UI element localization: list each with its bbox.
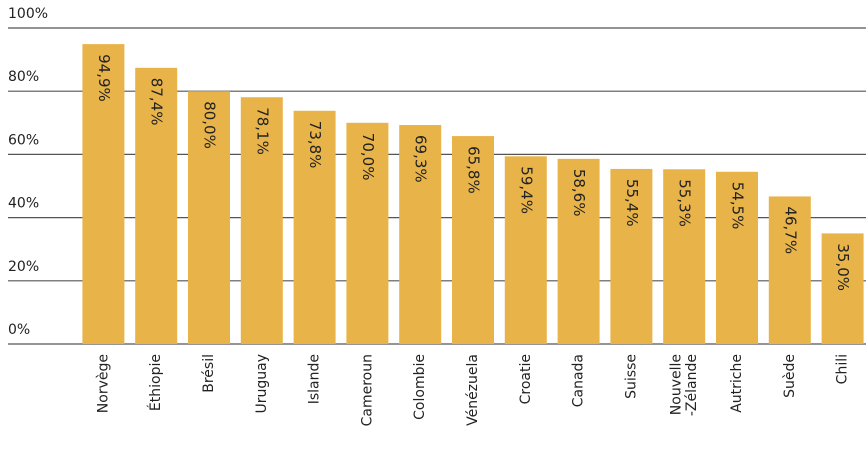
x-tick-label: Vénézuela: [465, 354, 481, 426]
x-tick-label: Suède: [782, 354, 798, 398]
value-label: 35,0%: [834, 243, 852, 291]
x-tick-label: Autriche: [729, 354, 745, 413]
x-tick-label: Brésil: [201, 354, 217, 393]
y-tick-label: 100%: [8, 6, 48, 22]
value-label: 59,4%: [517, 166, 535, 214]
value-label: 69,3%: [412, 135, 430, 183]
bar: [82, 44, 125, 345]
y-tick-label: 0%: [8, 322, 30, 338]
value-label: 55,3%: [676, 179, 694, 227]
bar: [188, 91, 230, 344]
bar: [135, 67, 178, 344]
y-tick-label: 60%: [8, 132, 39, 148]
value-label: 46,7%: [781, 206, 799, 254]
value-label: 94,9%: [95, 54, 113, 102]
y-tick-label: 20%: [8, 259, 39, 275]
bar: [663, 169, 706, 344]
value-label: 73,8%: [306, 121, 324, 169]
x-tick-label: Nouvelle-Zélande: [669, 354, 700, 416]
bar: [399, 125, 442, 345]
x-tick-label: Canada: [571, 354, 587, 407]
x-tick-label: Suisse: [623, 354, 639, 399]
bar: [821, 233, 864, 344]
x-tick-label: Éthiopie: [147, 354, 164, 411]
x-tick-label: Islande: [307, 354, 323, 404]
y-tick-label: 80%: [8, 69, 39, 85]
bar: [346, 122, 389, 344]
x-tick-label: Colombie: [412, 354, 428, 420]
value-label: 65,8%: [465, 146, 483, 194]
value-label: 55,4%: [623, 179, 641, 227]
value-label: 78,1%: [253, 107, 271, 155]
x-tick-label: Cameroun: [359, 354, 375, 426]
x-tick-label: Norvège: [95, 354, 111, 413]
value-label: 58,6%: [570, 169, 588, 217]
y-tick-label: 40%: [8, 196, 39, 212]
bar: [504, 156, 547, 344]
value-label: 70,0%: [359, 133, 377, 181]
x-tick-label: Chili: [835, 354, 851, 384]
bar: [452, 136, 494, 344]
value-label: 54,5%: [729, 182, 747, 230]
bar: [768, 196, 811, 344]
bar: [240, 97, 283, 344]
bar: [610, 168, 653, 344]
value-label: 87,4%: [148, 78, 166, 126]
bar: [716, 171, 758, 344]
x-tick-label: Croatie: [518, 354, 534, 404]
x-tick-label: Uruguay: [254, 354, 270, 414]
value-label: 80,0%: [201, 101, 219, 149]
bar: [557, 158, 600, 344]
bar: [293, 110, 336, 345]
